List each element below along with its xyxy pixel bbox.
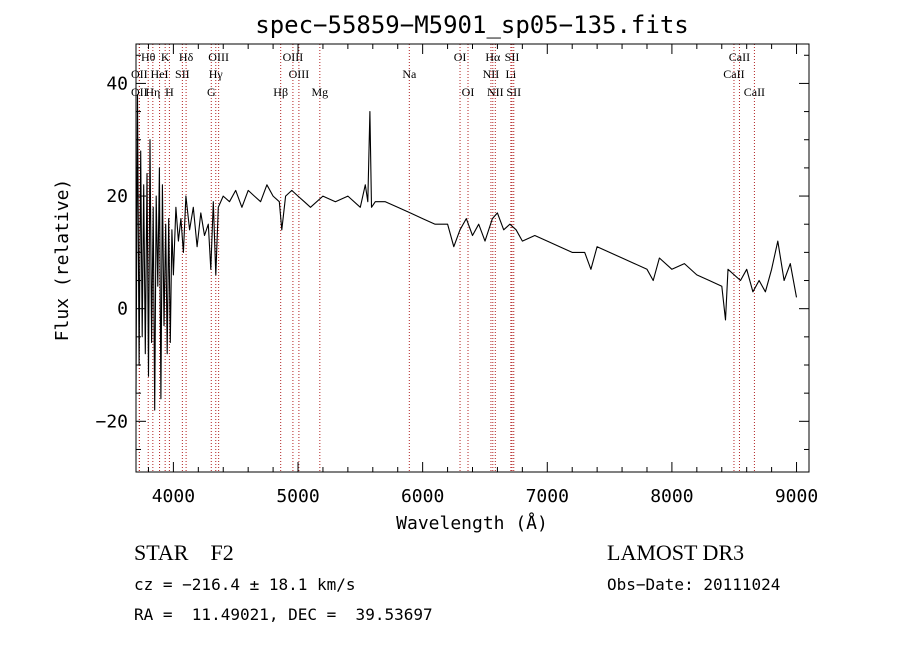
emission-line-label: HeI — [151, 67, 169, 81]
emission-line-label: CaII — [729, 50, 750, 64]
y-tick-label: 0 — [117, 299, 128, 320]
x-tick-label: 5000 — [276, 486, 319, 507]
observation-date: Obs−Date: 20111024 — [607, 575, 781, 594]
y-axis-label: Flux (relative) — [52, 179, 73, 342]
emission-line-label: OIII — [289, 67, 310, 81]
emission-line-label: Hη — [145, 85, 160, 99]
emission-line-label: OI — [454, 50, 467, 64]
x-tick-label: 8000 — [650, 486, 693, 507]
emission-line-label: Hδ — [179, 50, 194, 64]
emission-line-label: Hθ — [141, 50, 156, 64]
emission-line-label: Mg — [311, 85, 328, 99]
y-tick-label: −20 — [95, 411, 128, 432]
emission-line-label: SII — [175, 67, 190, 81]
emission-line-label: OI — [462, 85, 475, 99]
emission-line-label: H — [165, 85, 174, 99]
emission-line-label: SII — [505, 50, 520, 64]
emission-line-label: K — [161, 50, 170, 64]
x-tick-label: 7000 — [526, 486, 569, 507]
emission-line-label: OIII — [283, 50, 304, 64]
object-class: STAR F2 — [134, 540, 234, 565]
emission-line-label: Hβ — [273, 85, 288, 99]
emission-line-label: SII — [506, 85, 521, 99]
emission-line-label: OII — [131, 85, 148, 99]
emission-line-label: NII — [487, 85, 504, 99]
x-tick-label: 9000 — [775, 486, 818, 507]
emission-line-labels: Hθ K Hδ OIII OIII OI Hα SII CaII OII HeI SII Hγ OIII N… — [131, 50, 765, 99]
y-tick-label: 40 — [106, 73, 128, 94]
emission-line-markers — [138, 44, 755, 472]
emission-line-label: CaII — [723, 67, 744, 81]
emission-line-label: Li — [506, 67, 517, 81]
emission-line-label: OII — [131, 67, 148, 81]
series-line — [135, 94, 798, 411]
emission-line-label: Hγ — [209, 67, 224, 81]
series-layer — [135, 94, 798, 411]
emission-line-label: Na — [402, 67, 417, 81]
chart-title: spec−55859−M5901_sp05−135.fits — [255, 11, 688, 39]
x-axis-label: Wavelength (Å) — [396, 512, 548, 534]
emission-line-label: OIII — [208, 50, 229, 64]
y-tick-label: 20 — [106, 186, 128, 207]
x-tick-label: 6000 — [401, 486, 444, 507]
emission-line-label: CaII — [744, 85, 765, 99]
emission-line-label: Hα — [485, 50, 501, 64]
coordinates: RA = 11.49021, DEC = 39.53697 — [134, 605, 433, 624]
survey-name: LAMOST DR3 — [607, 540, 745, 565]
redshift-velocity: cz = −216.4 ± 18.1 km/s — [134, 575, 356, 594]
x-tick-label: 4000 — [152, 486, 195, 507]
plot-frame — [135, 43, 810, 473]
axis-ticks: 4000 5000 6000 7000 8000 9000 −20 0 20 40 — [95, 44, 818, 507]
emission-line-label: G — [207, 85, 216, 99]
emission-line-label: NII — [483, 67, 500, 81]
